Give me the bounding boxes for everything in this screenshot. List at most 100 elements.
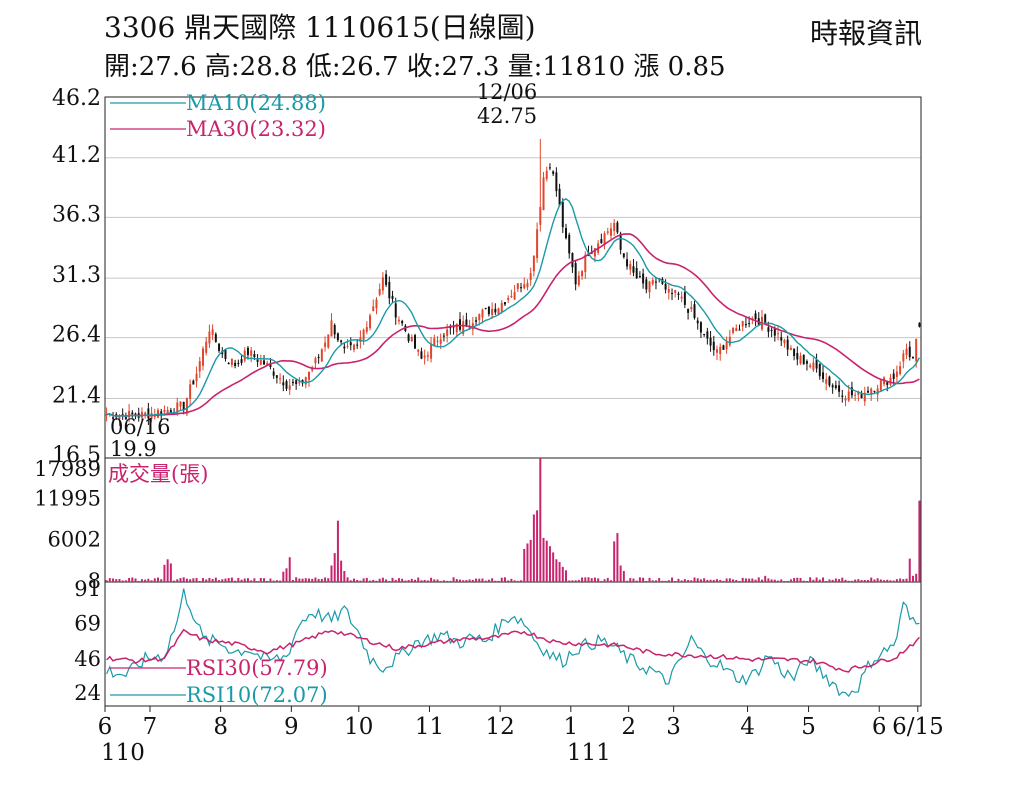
- volume-bar: [282, 571, 285, 582]
- x-year-label: 111: [567, 740, 611, 766]
- candle-body: [211, 329, 214, 336]
- candle-body: [622, 253, 625, 258]
- candle-body: [124, 416, 127, 420]
- volume-bar: [343, 571, 346, 582]
- volume-bar: [841, 577, 844, 582]
- candle-body: [285, 381, 288, 389]
- candle-body: [227, 363, 230, 365]
- candle-body: [703, 333, 706, 335]
- candle-body: [866, 390, 869, 393]
- candle-body: [696, 320, 699, 324]
- volume-bar: [388, 580, 391, 582]
- volume-bar: [237, 577, 240, 582]
- volume-label: 成交量(張): [108, 462, 208, 486]
- candle-body: [246, 347, 249, 356]
- volume-bar: [140, 579, 143, 582]
- volume-bar: [404, 580, 407, 582]
- volume-bar: [182, 577, 185, 582]
- volume-bar: [311, 578, 314, 582]
- candle-body: [195, 373, 198, 382]
- volume-bar: [651, 580, 654, 582]
- candle-body: [131, 412, 134, 415]
- volume-bar: [577, 579, 580, 582]
- volume-bar: [356, 580, 359, 582]
- volume-bar: [124, 580, 127, 582]
- volume-bar: [838, 579, 841, 582]
- volume-bar: [449, 580, 452, 582]
- volume-bar: [789, 579, 792, 582]
- rsi10-line: [106, 588, 920, 698]
- rsi30-line: [106, 628, 920, 673]
- candle-body: [770, 329, 773, 331]
- candle-body: [748, 323, 751, 325]
- candle-body: [908, 346, 911, 358]
- volume-bar: [510, 578, 513, 582]
- candle-body: [279, 378, 282, 380]
- volume-bar: [793, 578, 796, 582]
- volume-bar: [536, 510, 539, 582]
- candle-body: [626, 259, 629, 267]
- volume-bar: [478, 578, 481, 582]
- candle-body: [545, 170, 548, 179]
- candle-body: [536, 229, 539, 259]
- volume-bar: [176, 579, 179, 582]
- volume-bar: [410, 578, 413, 582]
- volume-bar: [128, 578, 131, 582]
- candle-body: [234, 362, 237, 367]
- volume-bar: [205, 579, 208, 582]
- volume-bar: [889, 580, 892, 582]
- candle-body: [693, 304, 696, 318]
- rsi-y-tick: 46: [74, 647, 101, 671]
- candle-body: [349, 342, 352, 346]
- price-y-tick: 46.2: [52, 86, 101, 111]
- ma10-line: [106, 197, 921, 418]
- candle-body: [192, 380, 195, 385]
- volume-bar: [915, 573, 918, 582]
- volume-bar: [108, 578, 111, 582]
- volume-bar: [805, 580, 808, 582]
- candle-body: [809, 365, 812, 368]
- candle-body: [494, 308, 497, 313]
- candle-body: [664, 284, 667, 290]
- low-annotation-value: 19.9: [110, 437, 157, 461]
- candle-body: [815, 359, 818, 369]
- volume-bar: [150, 580, 153, 582]
- candle-body: [802, 354, 805, 365]
- volume-bar: [671, 577, 674, 582]
- candle-body: [481, 309, 484, 318]
- volume-bar: [513, 580, 516, 582]
- volume-bar: [568, 580, 571, 582]
- volume-bar: [558, 562, 561, 582]
- volume-bar: [208, 577, 211, 582]
- ma30-legend-label: MA30(23.32): [186, 117, 326, 141]
- volume-bar: [780, 579, 783, 582]
- volume-bar: [468, 579, 471, 582]
- candle-body: [799, 355, 802, 364]
- volume-bar: [911, 575, 914, 582]
- candle-body: [674, 290, 677, 294]
- candle-body: [529, 273, 532, 281]
- volume-bar: [394, 579, 397, 582]
- volume-bar: [764, 575, 767, 582]
- ma30-line: [106, 233, 920, 418]
- candle-body: [796, 352, 799, 360]
- candle-body: [426, 355, 429, 357]
- candle-body: [577, 275, 580, 286]
- volume-bar: [664, 580, 667, 582]
- volume-bar: [735, 580, 738, 582]
- candle-body: [793, 348, 796, 357]
- volume-bar: [253, 578, 256, 582]
- volume-bar: [192, 578, 195, 582]
- candle-body: [179, 401, 182, 407]
- volume-bar: [834, 578, 837, 582]
- volume-bar: [105, 580, 108, 582]
- candle-body: [873, 390, 876, 392]
- candle-body: [407, 334, 410, 341]
- volume-bar: [802, 580, 805, 582]
- x-tick-label: 7: [143, 714, 158, 740]
- volume-panel-frame: [104, 457, 922, 583]
- candle-body: [295, 380, 298, 385]
- candle-body: [850, 387, 853, 396]
- volume-bar: [375, 580, 378, 582]
- chart-title: 3306 鼎天國際 1110615(日線圖): [104, 11, 536, 44]
